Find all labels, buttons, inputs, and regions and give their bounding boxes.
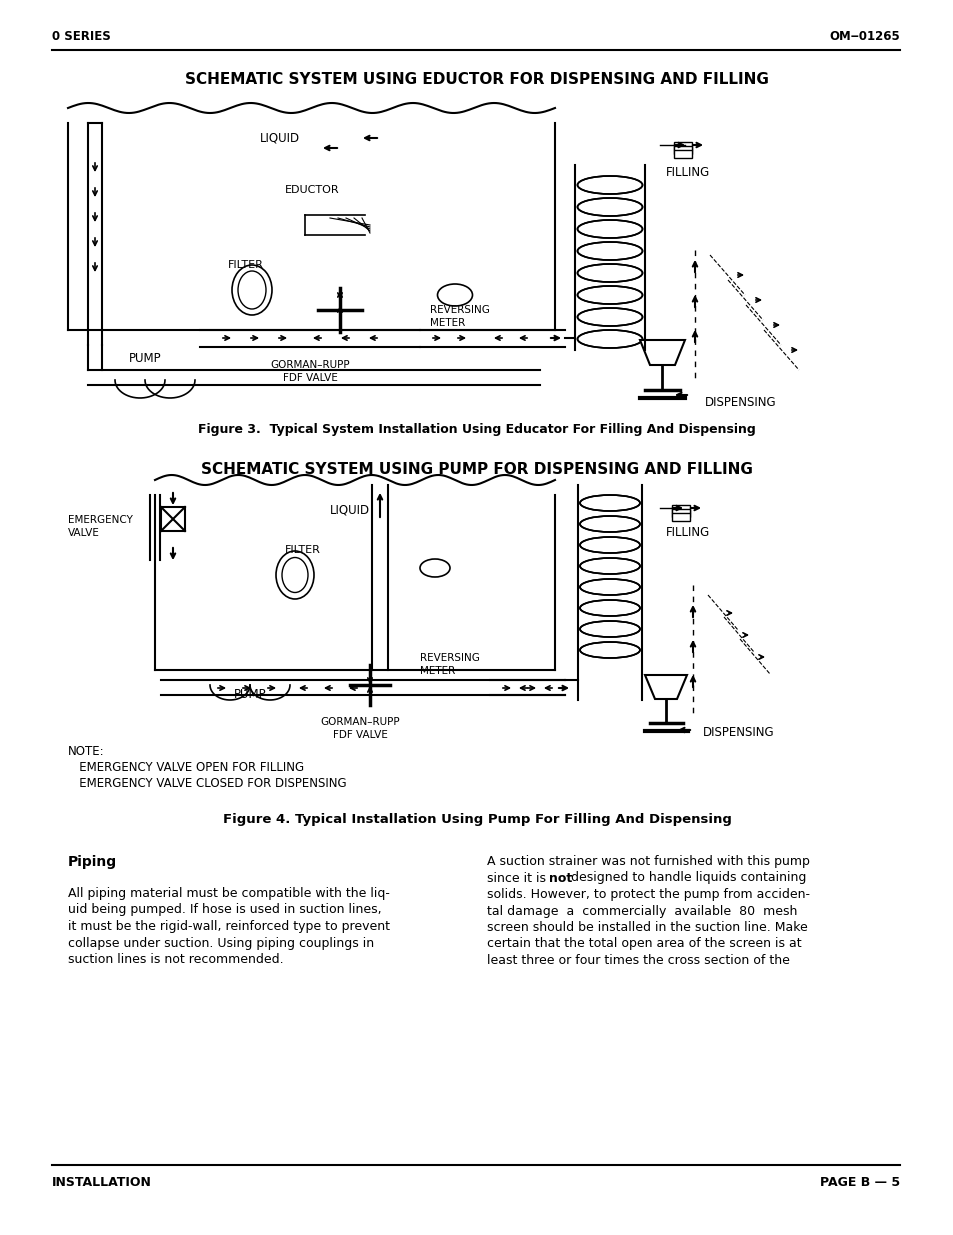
Text: PAGE B — 5: PAGE B — 5: [819, 1176, 899, 1188]
Text: 0 SERIES: 0 SERIES: [52, 30, 111, 42]
Text: solids. However, to protect the pump from acciden-: solids. However, to protect the pump fro…: [486, 888, 809, 902]
Text: Figure 4. Typical Installation Using Pump For Filling And Dispensing: Figure 4. Typical Installation Using Pum…: [222, 814, 731, 826]
Text: NOTE:: NOTE:: [68, 745, 105, 758]
Bar: [671, 509, 689, 517]
Text: screen should be installed in the suction line. Make: screen should be installed in the suctio…: [486, 921, 807, 934]
Text: INSTALLATION: INSTALLATION: [52, 1176, 152, 1188]
Bar: [161, 508, 185, 531]
Ellipse shape: [577, 308, 641, 326]
Bar: [673, 142, 691, 149]
Text: uid being pumped. If hose is used in suction lines,: uid being pumped. If hose is used in suc…: [68, 904, 381, 916]
Bar: [673, 146, 691, 154]
Polygon shape: [644, 676, 686, 699]
Text: PUMP: PUMP: [233, 688, 266, 701]
Ellipse shape: [579, 495, 639, 511]
Text: since it is: since it is: [486, 872, 550, 884]
Text: METER: METER: [419, 666, 455, 676]
Ellipse shape: [579, 558, 639, 574]
Text: certain that the total open area of the screen is at: certain that the total open area of the …: [486, 937, 801, 951]
Text: EDUCTOR: EDUCTOR: [285, 185, 339, 195]
Ellipse shape: [579, 600, 639, 616]
Text: PUMP: PUMP: [129, 352, 161, 364]
Text: FILTER: FILTER: [285, 545, 320, 555]
Text: DISPENSING: DISPENSING: [702, 726, 774, 740]
Ellipse shape: [577, 242, 641, 261]
Text: FILLING: FILLING: [665, 526, 709, 540]
Text: REVERSING: REVERSING: [430, 305, 489, 315]
Bar: [671, 513, 689, 521]
Text: REVERSING: REVERSING: [419, 653, 479, 663]
Text: GORMAN–RUPP: GORMAN–RUPP: [320, 718, 399, 727]
Ellipse shape: [579, 642, 639, 658]
Text: suction lines is not recommended.: suction lines is not recommended.: [68, 953, 283, 966]
Text: FILTER: FILTER: [228, 261, 264, 270]
Text: LIQUID: LIQUID: [259, 131, 300, 144]
Text: All piping material must be compatible with the liq-: All piping material must be compatible w…: [68, 887, 390, 900]
Polygon shape: [639, 340, 684, 366]
Text: it must be the rigid-wall, reinforced type to prevent: it must be the rigid-wall, reinforced ty…: [68, 920, 390, 932]
Text: OM‒01265: OM‒01265: [828, 30, 899, 42]
Text: least three or four times the cross section of the: least three or four times the cross sect…: [486, 953, 789, 967]
Text: VALVE: VALVE: [68, 529, 100, 538]
Text: Piping: Piping: [68, 855, 117, 869]
Bar: [673, 149, 691, 158]
Ellipse shape: [577, 220, 641, 238]
Text: SCHEMATIC SYSTEM USING PUMP FOR DISPENSING AND FILLING: SCHEMATIC SYSTEM USING PUMP FOR DISPENSI…: [201, 462, 752, 478]
Text: DISPENSING: DISPENSING: [704, 396, 776, 410]
Text: METER: METER: [430, 317, 465, 329]
Text: FDF VALVE: FDF VALVE: [333, 730, 387, 740]
Text: collapse under suction. Using piping couplings in: collapse under suction. Using piping cou…: [68, 936, 374, 950]
Text: A suction strainer was not furnished with this pump: A suction strainer was not furnished wit…: [486, 855, 809, 868]
Ellipse shape: [577, 330, 641, 348]
Text: tal damage  a  commercially  available  80  mesh: tal damage a commercially available 80 m…: [486, 904, 797, 918]
Ellipse shape: [579, 516, 639, 532]
Text: LIQUID: LIQUID: [330, 504, 370, 516]
Text: FILLING: FILLING: [665, 167, 709, 179]
Ellipse shape: [577, 198, 641, 216]
Text: EMERGENCY VALVE OPEN FOR FILLING: EMERGENCY VALVE OPEN FOR FILLING: [68, 761, 304, 774]
Ellipse shape: [577, 177, 641, 194]
Text: Figure 3.  Typical System Installation Using Educator For Filling And Dispensing: Figure 3. Typical System Installation Us…: [198, 424, 755, 436]
Ellipse shape: [579, 621, 639, 637]
Ellipse shape: [577, 287, 641, 304]
Text: FDF VALVE: FDF VALVE: [282, 373, 337, 383]
Ellipse shape: [579, 537, 639, 553]
Ellipse shape: [577, 264, 641, 282]
Text: not: not: [548, 872, 572, 884]
Ellipse shape: [579, 579, 639, 595]
Text: designed to handle liquids containing: designed to handle liquids containing: [566, 872, 805, 884]
Text: SCHEMATIC SYSTEM USING EDUCTOR FOR DISPENSING AND FILLING: SCHEMATIC SYSTEM USING EDUCTOR FOR DISPE…: [185, 73, 768, 88]
Bar: [671, 505, 689, 513]
Text: EMERGENCY: EMERGENCY: [68, 515, 132, 525]
Text: EMERGENCY VALVE CLOSED FOR DISPENSING: EMERGENCY VALVE CLOSED FOR DISPENSING: [68, 777, 346, 790]
Text: GORMAN–RUPP: GORMAN–RUPP: [270, 359, 350, 370]
